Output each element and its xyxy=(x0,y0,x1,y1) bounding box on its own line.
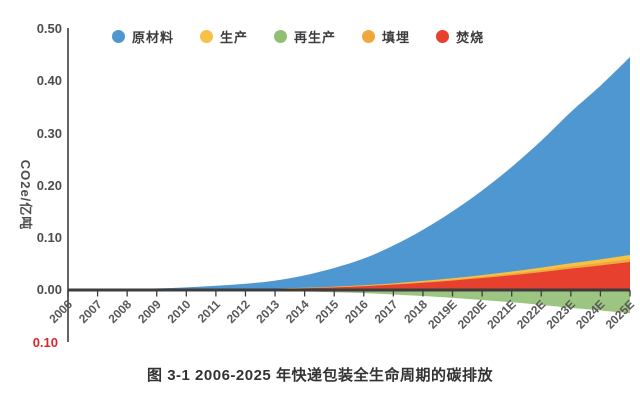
landfill-dot-icon xyxy=(362,30,376,43)
x-axis-label-2019E: 2019E xyxy=(425,297,459,331)
area-焚烧 xyxy=(68,262,630,290)
legend-label: 生产 xyxy=(220,30,249,45)
x-axis-label-2014: 2014 xyxy=(283,297,312,326)
y-tick-000: 0.00 xyxy=(37,282,62,297)
legend-label: 原材料 xyxy=(132,30,175,45)
chart-area: 0.50 0.40 0.30 0.20 0.10 0.00 0.10 CO2e/… xyxy=(18,21,637,350)
legend-item-production: 生产 xyxy=(200,27,248,46)
legend-item-landfill: 填埋 xyxy=(362,27,410,46)
x-axis-ticks xyxy=(67,290,631,297)
x-axis-label-2012: 2012 xyxy=(224,297,253,326)
y-axis-title: CO2e/亿吨 xyxy=(18,160,33,231)
legend-item-raw-material: 原材料 xyxy=(112,27,174,46)
raw-material-dot-icon xyxy=(112,30,125,43)
y-tick-010: 0.10 xyxy=(37,230,62,245)
y-tick-020: 0.20 xyxy=(37,178,62,193)
legend-label: 填埋 xyxy=(382,30,411,45)
x-axis-label-2007: 2007 xyxy=(76,297,105,326)
remanufacture-dot-icon xyxy=(274,30,288,43)
area-series-group xyxy=(68,57,630,314)
x-axis-label-2016: 2016 xyxy=(342,297,371,326)
incineration-dot-icon xyxy=(436,30,450,43)
x-axis-label-2021E: 2021E xyxy=(484,297,518,331)
x-axis-label-2008: 2008 xyxy=(105,297,134,326)
legend-item-incineration: 焚烧 xyxy=(436,27,484,46)
x-axis-label-2013: 2013 xyxy=(253,297,282,326)
x-axis-label-2006: 2006 xyxy=(46,297,75,326)
y-tick-040: 0.40 xyxy=(37,73,62,88)
x-axis-label-2011: 2011 xyxy=(195,297,224,326)
y-tick-050: 0.50 xyxy=(37,21,62,36)
x-axis-label-2017: 2017 xyxy=(372,297,401,326)
y-tick-030: 0.30 xyxy=(37,126,62,141)
area-原材料 xyxy=(68,57,630,290)
production-dot-icon xyxy=(200,30,214,43)
legend-item-remanufacture: 再生产 xyxy=(274,27,336,46)
legend-label: 再生产 xyxy=(294,30,337,45)
area-再生产 xyxy=(68,290,630,314)
y-tick-negative-010: 0.10 xyxy=(33,335,58,350)
x-axis-label-2015: 2015 xyxy=(313,297,342,326)
x-axis-label-2010: 2010 xyxy=(165,297,194,326)
chart-legend: 原材料 生产 再生产 填埋 焚烧 xyxy=(112,27,484,46)
stacked-area-chart: 0.50 0.40 0.30 0.20 0.10 0.00 0.10 CO2e/… xyxy=(18,21,637,350)
x-axis-label-2009: 2009 xyxy=(135,297,164,326)
legend-label: 焚烧 xyxy=(456,30,485,45)
figure-caption: 图 3-1 2006-2025 年快递包装全生命周期的碳排放 xyxy=(147,367,493,384)
x-axis-label-2020E: 2020E xyxy=(455,297,489,331)
